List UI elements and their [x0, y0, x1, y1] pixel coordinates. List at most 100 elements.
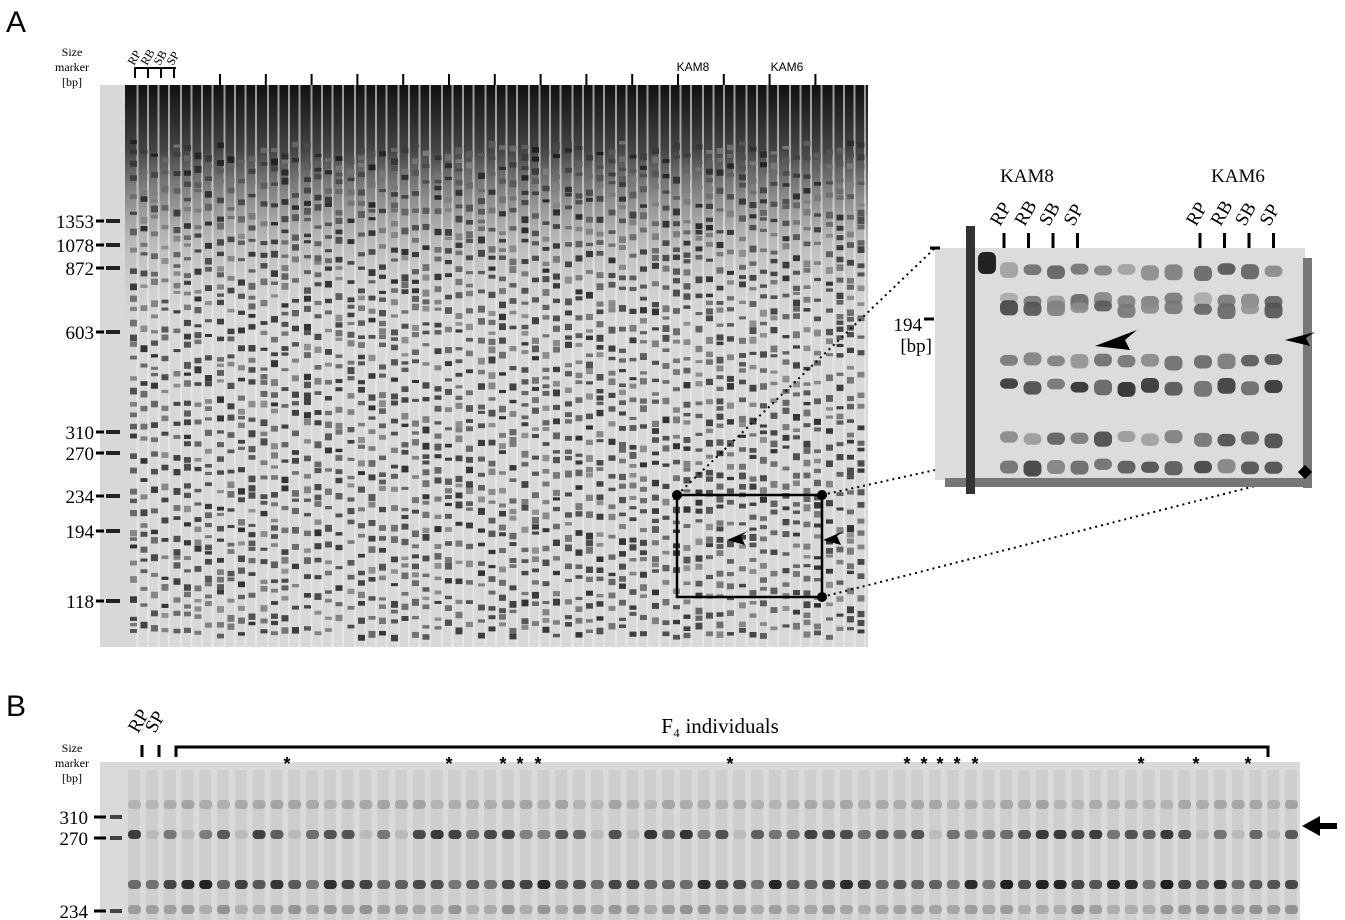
band [760, 199, 767, 204]
band [521, 526, 529, 533]
band [260, 330, 268, 336]
band [281, 282, 289, 290]
band [184, 463, 191, 471]
band [434, 600, 442, 604]
band [814, 241, 821, 245]
band [521, 314, 529, 319]
band [455, 359, 463, 364]
inset-band [1241, 264, 1259, 280]
lane-streak [451, 85, 454, 647]
band [697, 880, 711, 889]
band [706, 232, 713, 238]
band [727, 144, 734, 151]
band [662, 445, 670, 452]
band [455, 627, 463, 635]
band [151, 278, 158, 285]
band [358, 617, 365, 624]
band [803, 226, 811, 231]
band [488, 227, 496, 232]
inset-band [1194, 460, 1212, 474]
band [368, 616, 376, 620]
band [248, 523, 256, 527]
band [478, 542, 485, 547]
band [652, 170, 659, 178]
band [151, 486, 158, 493]
band [521, 324, 529, 330]
band [422, 527, 430, 534]
lane-streak [1071, 770, 1084, 920]
band [695, 229, 703, 235]
size-marker-label: marker [55, 756, 89, 770]
band [488, 310, 496, 316]
band [434, 443, 442, 451]
band [248, 485, 256, 492]
band [857, 530, 865, 536]
lane-streak [658, 85, 661, 647]
band [652, 327, 659, 331]
band [749, 613, 757, 618]
band [194, 598, 202, 603]
band [314, 314, 322, 319]
band [553, 366, 560, 373]
band [455, 372, 463, 377]
arrowhead [823, 531, 844, 545]
band [1053, 905, 1067, 914]
band [288, 830, 302, 839]
band [323, 905, 337, 914]
band [706, 359, 713, 365]
band [770, 430, 778, 436]
band [803, 448, 811, 454]
band [749, 202, 757, 209]
band [359, 830, 373, 839]
band [565, 362, 572, 368]
lane-streak [190, 85, 193, 647]
band [181, 880, 195, 889]
band [847, 347, 854, 353]
band [640, 486, 647, 492]
band [727, 249, 734, 255]
band [358, 200, 365, 206]
band [1035, 830, 1049, 839]
band [379, 189, 386, 193]
lane-streak [571, 85, 574, 647]
band [683, 283, 691, 290]
band [304, 398, 311, 405]
band [391, 431, 398, 436]
band [929, 905, 942, 914]
band [184, 556, 191, 561]
band [826, 480, 833, 488]
band [640, 557, 647, 562]
asterisk: * [903, 754, 910, 774]
band [422, 382, 430, 389]
band [478, 507, 485, 515]
band [739, 397, 746, 403]
band [151, 205, 158, 213]
lane-streak [756, 85, 758, 647]
band [521, 259, 529, 265]
band [227, 255, 235, 262]
band [695, 223, 703, 229]
band [706, 203, 713, 209]
band [325, 560, 332, 565]
band [706, 177, 713, 183]
band [359, 905, 373, 914]
band [760, 321, 767, 326]
band [857, 162, 865, 170]
inset-band [1047, 378, 1065, 390]
band [619, 523, 626, 530]
band [379, 208, 386, 214]
inset-band [1094, 458, 1112, 470]
band [151, 171, 158, 178]
band [368, 217, 376, 221]
band [499, 510, 506, 517]
band [401, 227, 409, 235]
band [640, 284, 647, 289]
band [341, 800, 355, 809]
band [814, 578, 821, 582]
band [445, 326, 452, 333]
band [619, 205, 626, 210]
band [760, 294, 767, 299]
band [640, 186, 647, 193]
band [205, 417, 212, 421]
band [478, 357, 485, 365]
